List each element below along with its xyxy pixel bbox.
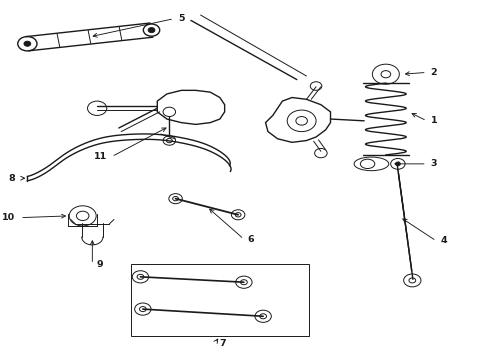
Text: 8: 8 [9, 174, 15, 183]
Text: 7: 7 [219, 339, 225, 348]
Text: 10: 10 [2, 213, 15, 222]
Text: 3: 3 [431, 159, 437, 168]
Text: 9: 9 [96, 260, 103, 269]
Text: 1: 1 [431, 116, 437, 125]
Text: 11: 11 [94, 152, 107, 161]
Circle shape [395, 162, 400, 166]
Circle shape [24, 41, 31, 46]
Bar [131, 264, 309, 336]
Text: 6: 6 [248, 235, 254, 244]
Text: 4: 4 [440, 237, 447, 246]
Text: 2: 2 [431, 68, 437, 77]
Text: 5: 5 [178, 14, 184, 23]
Circle shape [148, 28, 155, 33]
